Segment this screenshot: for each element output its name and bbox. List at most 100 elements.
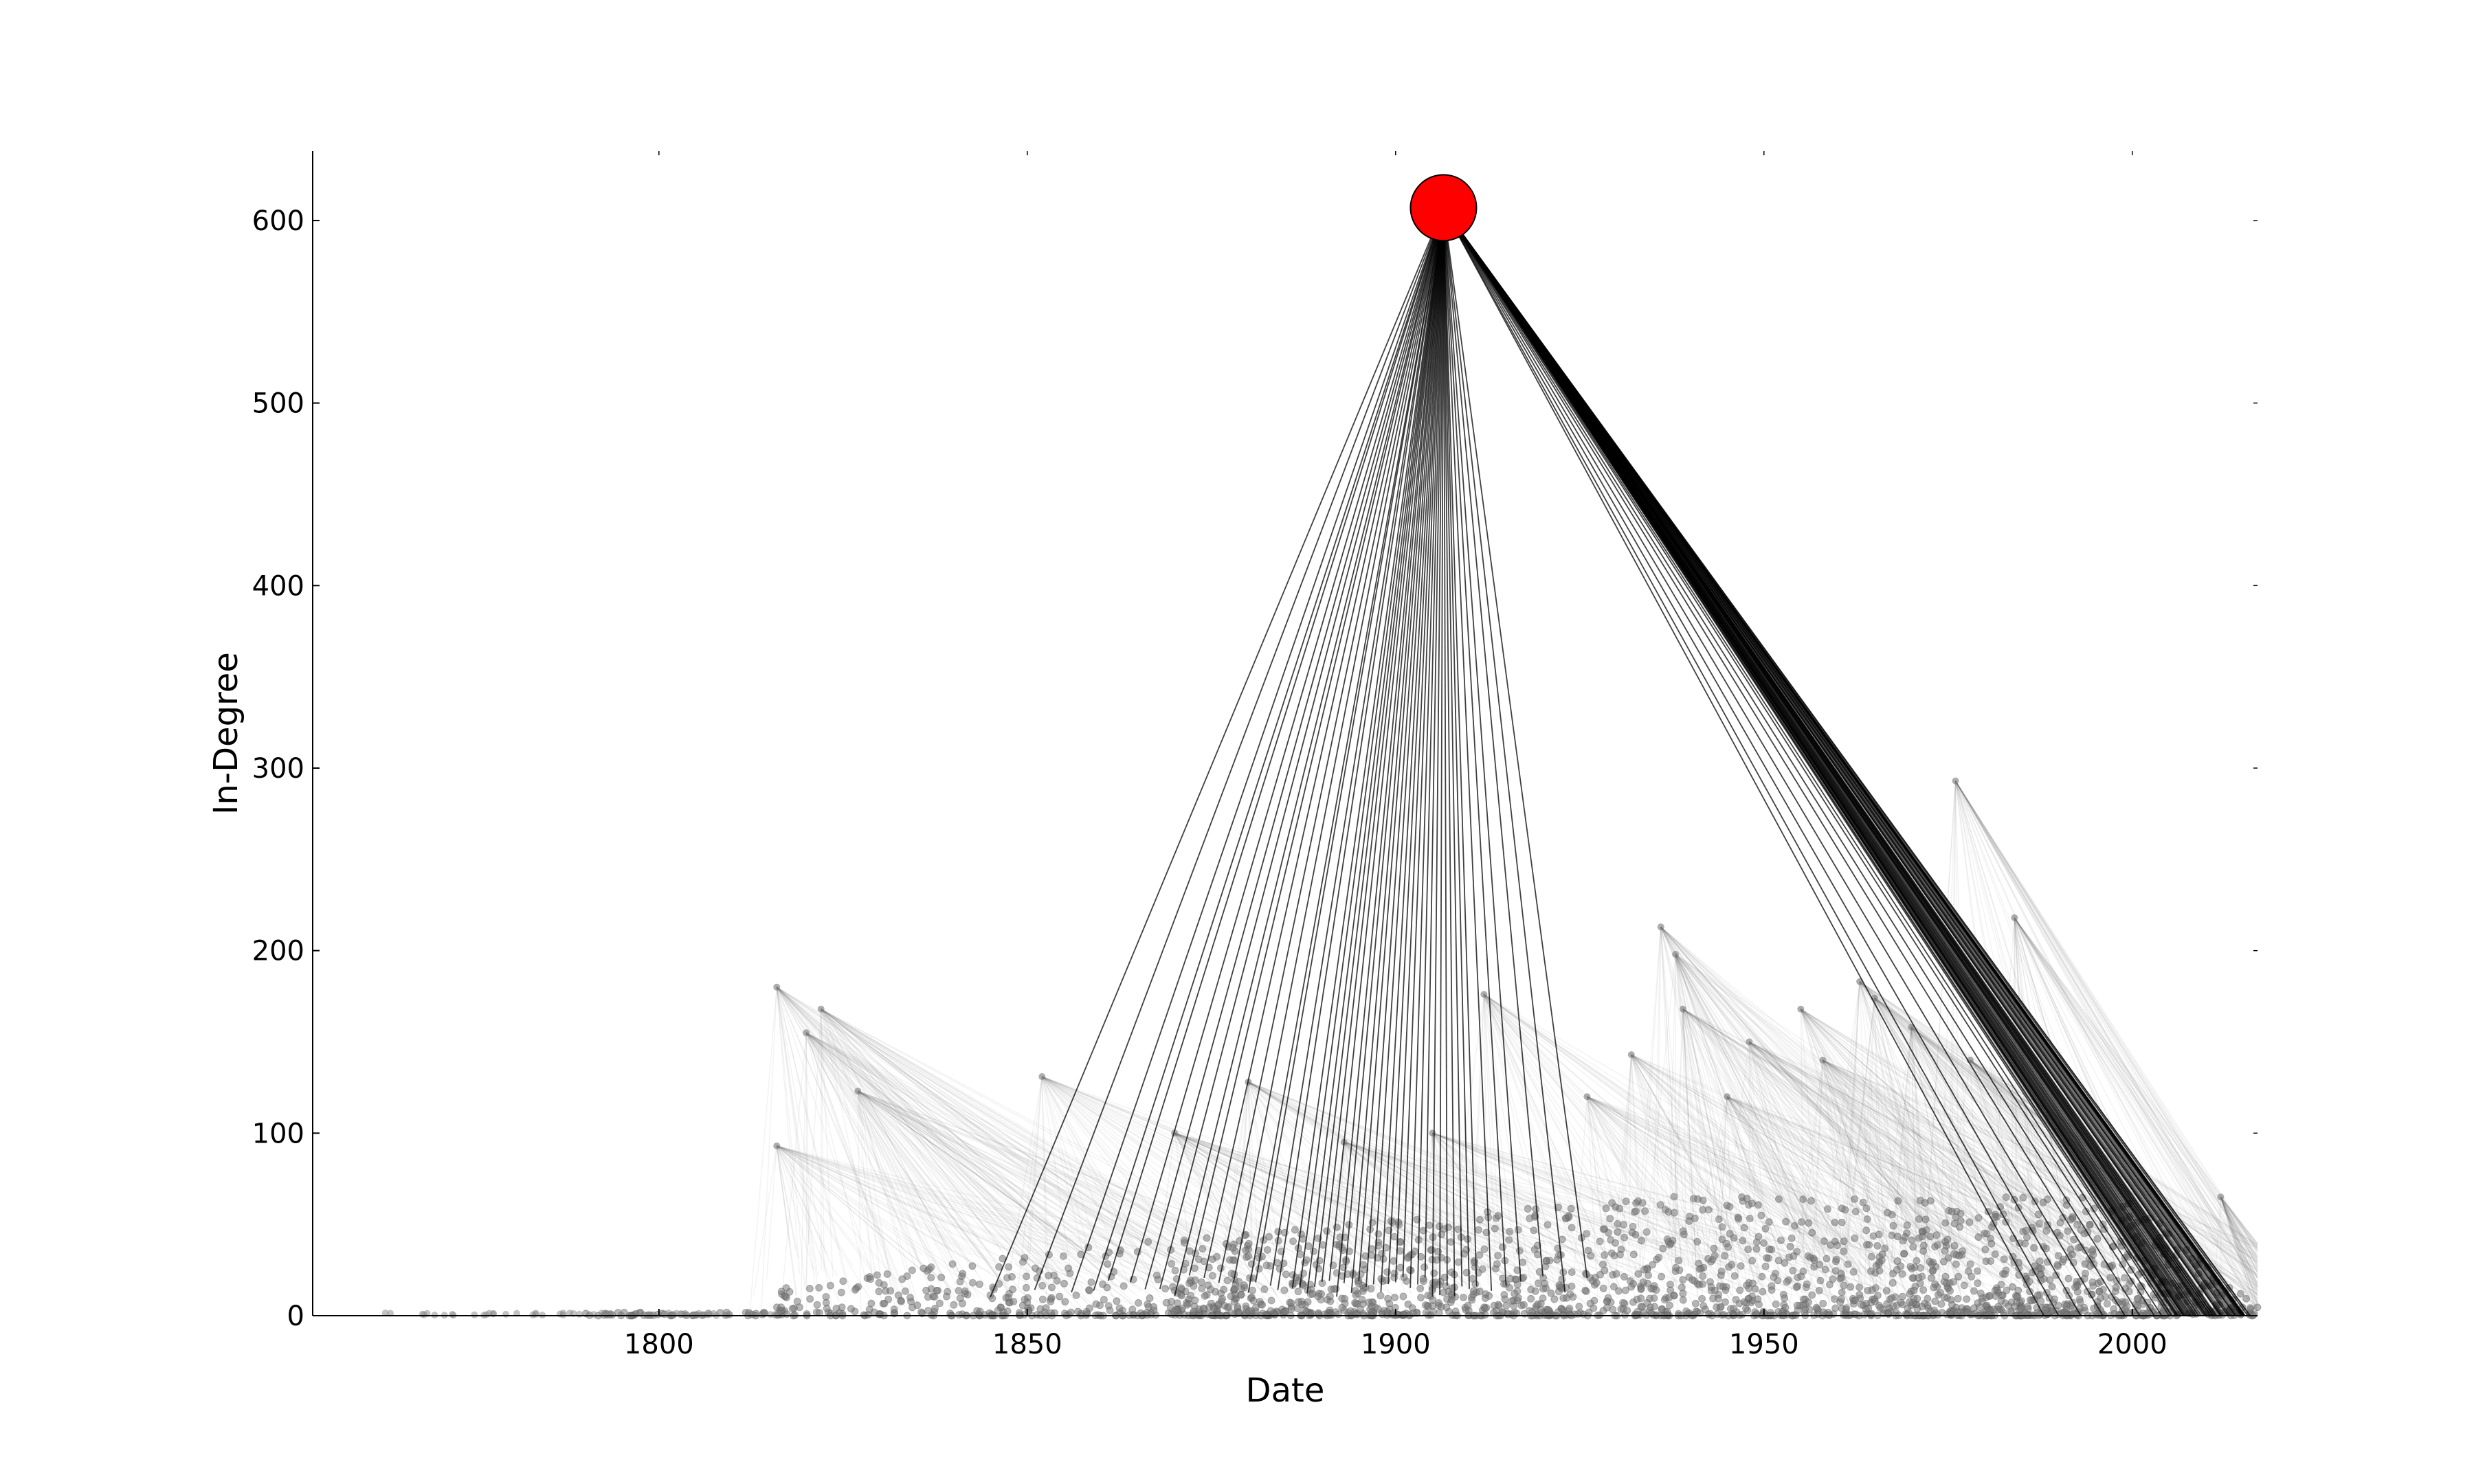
node-point [1815, 1286, 1823, 1294]
node-point [2050, 1295, 2058, 1303]
node-point [1547, 1289, 1555, 1297]
hub-node [1672, 951, 1680, 958]
node-point [1840, 1247, 1848, 1255]
node-point [2095, 1288, 2104, 1296]
node-point [1491, 1224, 1499, 1233]
node-point [1665, 1301, 1673, 1309]
hub-node [1583, 1093, 1591, 1101]
hub-node [1819, 1057, 1827, 1064]
node-point [1575, 1303, 1583, 1311]
node-point [1858, 1301, 1866, 1309]
node-point [1718, 1235, 1726, 1244]
node-point [1748, 1257, 1757, 1265]
node-point [875, 1279, 883, 1287]
node-point [1792, 1283, 1801, 1292]
node-point [1147, 1311, 1155, 1318]
node-point [2121, 1274, 2129, 1282]
node-point [788, 1305, 796, 1313]
node-point [908, 1266, 916, 1274]
node-point [1888, 1279, 1897, 1287]
node-point [1060, 1252, 1067, 1260]
node-point [1641, 1207, 1649, 1215]
node-point [1781, 1259, 1789, 1267]
node-point [1774, 1257, 1783, 1265]
node-point [1056, 1292, 1064, 1301]
node-point [1072, 1291, 1080, 1299]
node-point [1718, 1223, 1726, 1231]
citation-edge [805, 1032, 1138, 1296]
node-point [1748, 1200, 1756, 1208]
node-point [1341, 1294, 1349, 1303]
node-point [1003, 1274, 1011, 1282]
node-point [969, 1279, 977, 1287]
node-point [1760, 1239, 1768, 1247]
node-point [1721, 1252, 1729, 1260]
node-point [1424, 1292, 1432, 1299]
node-point [1768, 1282, 1776, 1290]
node-point [1528, 1308, 1536, 1316]
node-point [1974, 1214, 1983, 1222]
node-point [1351, 1298, 1359, 1307]
node-point [1505, 1236, 1513, 1244]
highlight-citation-edge [1442, 207, 1493, 1291]
node-point [1740, 1224, 1748, 1232]
node-point [1040, 1308, 1049, 1316]
hub-node [1746, 1038, 1753, 1046]
node-point [1866, 1267, 1875, 1275]
node-point [1893, 1257, 1902, 1265]
node-point [1894, 1197, 1902, 1205]
node-point [1003, 1307, 1012, 1315]
node-point [1974, 1233, 1983, 1241]
node-point [1235, 1308, 1243, 1316]
node-point [471, 1311, 478, 1318]
node-point [1860, 1311, 1869, 1319]
node-point [1422, 1301, 1429, 1309]
node-point [1022, 1283, 1030, 1292]
node-point [1601, 1266, 1609, 1274]
node-point [777, 1303, 785, 1312]
node-point [2093, 1235, 2102, 1243]
node-point [1087, 1278, 1095, 1286]
node-point [1964, 1308, 1972, 1316]
node-point [1530, 1226, 1538, 1235]
node-point [890, 1305, 898, 1314]
node-point [1144, 1303, 1152, 1311]
hub-node [1724, 1093, 1731, 1101]
node-point [1873, 1241, 1882, 1250]
node-point [1061, 1298, 1069, 1306]
x-tick-label: 1950 [1729, 1329, 1799, 1360]
hub-node [1627, 1051, 1635, 1059]
node-point [1704, 1255, 1713, 1263]
node-point [1119, 1282, 1128, 1290]
node-point [1829, 1275, 1837, 1283]
node-point [815, 1283, 823, 1292]
node-point [2042, 1306, 2049, 1314]
node-point [502, 1310, 510, 1318]
node-point [1280, 1286, 1289, 1294]
node-point [1719, 1311, 1728, 1319]
node-point [1808, 1228, 1816, 1237]
hub-node [1657, 923, 1664, 931]
x-axis-label: Date [1246, 1371, 1325, 1410]
hub-node [1429, 1129, 1436, 1137]
node-point [1840, 1237, 1848, 1246]
node-point [1047, 1297, 1055, 1305]
node-point [1368, 1303, 1376, 1311]
node-point [1851, 1195, 1858, 1203]
node-point [1146, 1294, 1154, 1302]
node-point [1774, 1195, 1783, 1203]
node-point [806, 1295, 814, 1303]
highlight-layer [1409, 174, 1478, 242]
node-point [1862, 1226, 1871, 1235]
y-tick-label: 400 [252, 570, 304, 602]
node-point [529, 1311, 537, 1318]
node-point [1759, 1288, 1767, 1296]
node-point [1220, 1285, 1228, 1294]
node-point [1454, 1225, 1462, 1233]
node-point [917, 1308, 926, 1316]
node-point [847, 1305, 855, 1313]
node-point [2000, 1255, 2008, 1263]
node-point [2070, 1235, 2078, 1244]
node-point [1128, 1305, 1137, 1314]
